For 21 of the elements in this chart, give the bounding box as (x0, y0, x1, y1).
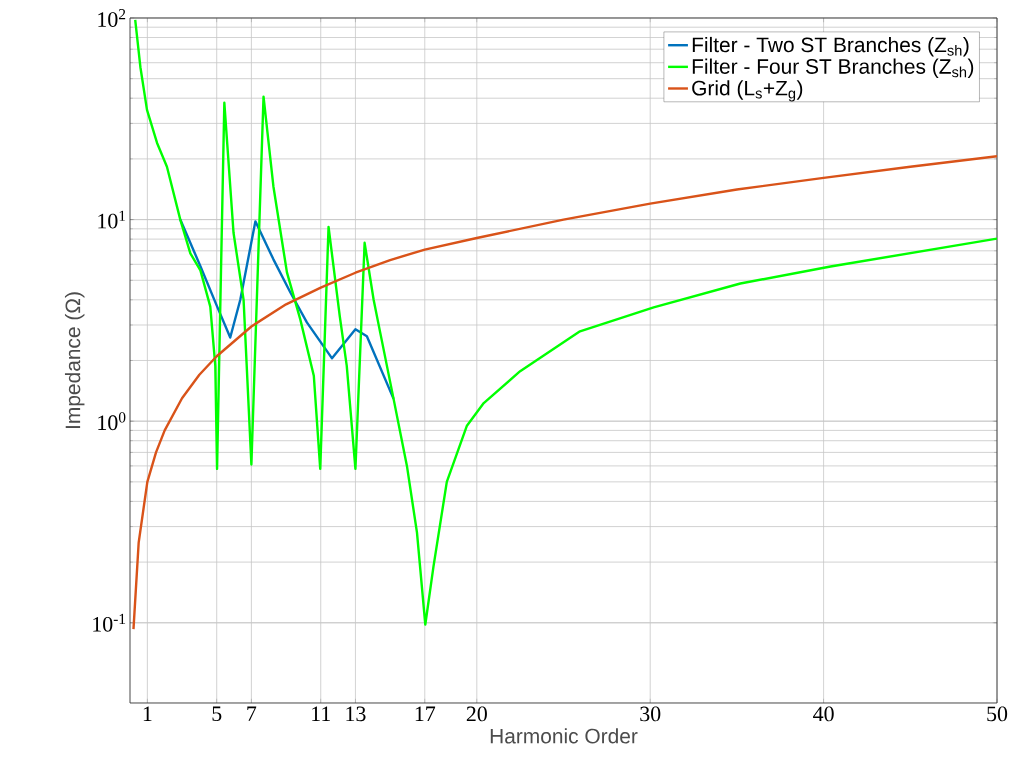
x-tick-label: 7 (247, 706, 257, 721)
line-series (134, 18, 998, 626)
x-tick-label: 5 (212, 706, 222, 722)
legend-label: Grid (L$_{s}$+Z$_{g}$) (692, 80, 803, 102)
x-tick-label: 11 (312, 706, 330, 721)
x-tick-label: 1 (143, 706, 152, 721)
x-tick-label: 13 (346, 706, 366, 722)
y-tick-label: 10$^{1}$ (98, 210, 126, 229)
y-tick-label: 10$^{2}$ (98, 9, 126, 27)
y-tick-label: 10$^{0}$ (98, 412, 126, 431)
line-series (132, 155, 998, 631)
x-tick-label: 40 (813, 706, 834, 722)
x-tick-label: 17 (415, 706, 436, 721)
x-tick-label: 50 (987, 706, 1008, 722)
y-tick-label: 10$^{-1}$ (93, 613, 126, 632)
y-axis-title: Impedance (Ω) (64, 292, 85, 428)
x-tick-label: 30 (640, 706, 661, 722)
legend-label: Filter - Four ST Branches (Z$_{sh}$) (692, 58, 974, 79)
x-tick-label: 20 (466, 706, 487, 722)
x-axis-title: Harmonic Order (490, 728, 638, 744)
legend-label: Filter - Two ST Branches (Z$_{sh}$) (692, 36, 969, 57)
